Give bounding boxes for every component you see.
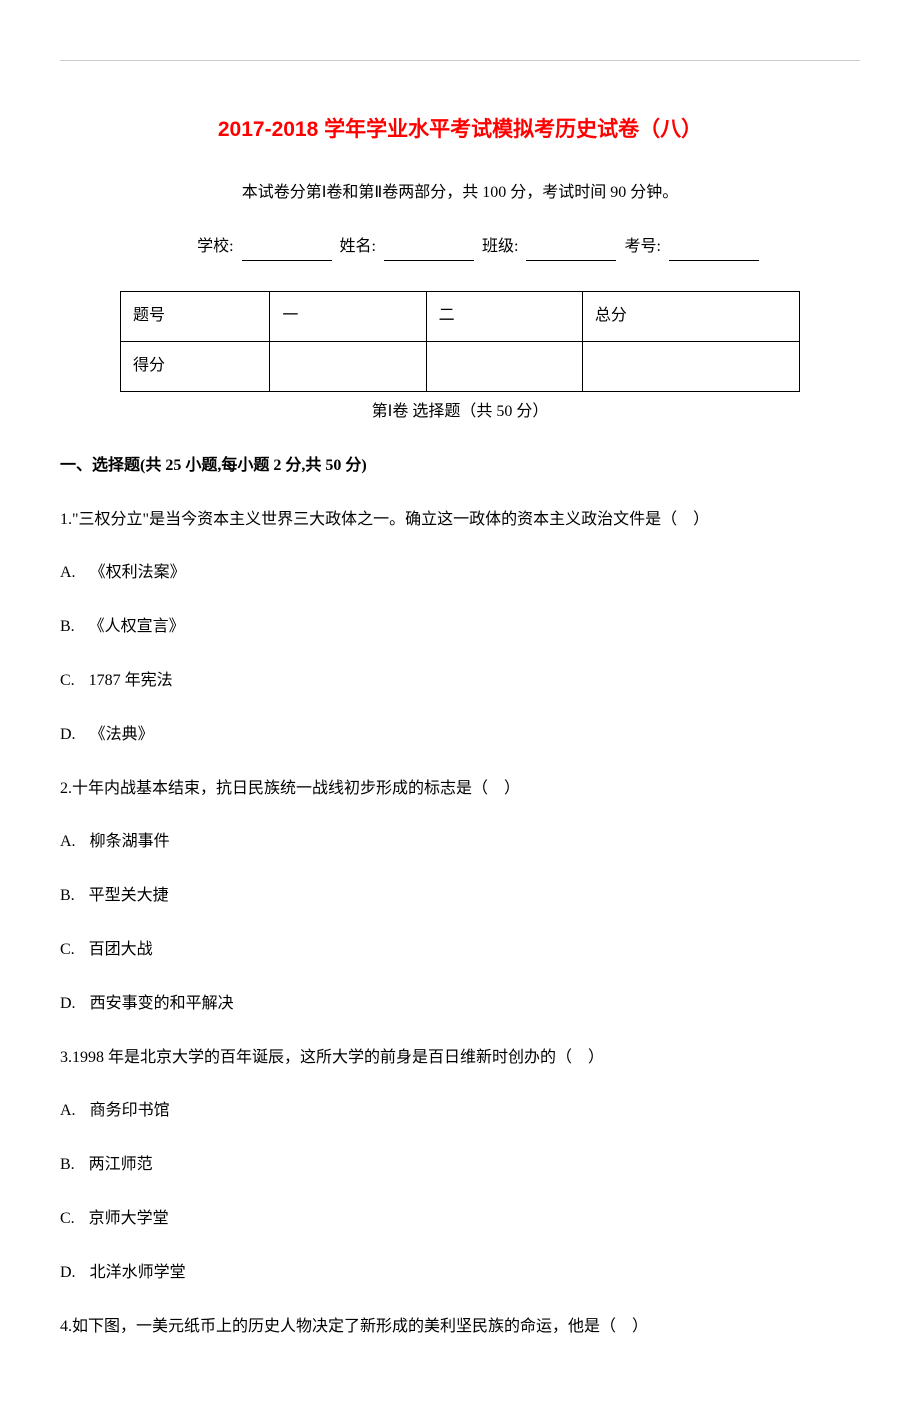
question-3-option-b[interactable]: B. 两江师范 — [60, 1151, 860, 1180]
question-3-text: 1998 年是北京大学的百年诞辰，这所大学的前身是百日维新时创办的（ ） — [72, 1049, 604, 1066]
exam-subtitle: 本试卷分第Ⅰ卷和第Ⅱ卷两部分，共 100 分，考试时间 90 分钟。 — [60, 179, 860, 208]
class-blank[interactable] — [526, 242, 616, 261]
question-1-option-d[interactable]: D. 《法典》 — [60, 721, 860, 750]
option-text: 商务印书馆 — [90, 1102, 170, 1119]
top-border — [60, 60, 860, 61]
option-label-b: B. — [60, 618, 75, 635]
option-label-b: B. — [60, 1156, 75, 1173]
school-blank[interactable] — [242, 242, 332, 261]
question-1-number: 1. — [60, 511, 72, 528]
name-label: 姓名: — [340, 238, 376, 255]
option-text: 西安事变的和平解决 — [90, 995, 234, 1012]
option-label-c: C. — [60, 672, 75, 689]
question-3-option-d[interactable]: D. 北洋水师学堂 — [60, 1259, 860, 1288]
question-2-option-b[interactable]: B. 平型关大捷 — [60, 882, 860, 911]
option-label-d: D. — [60, 1264, 76, 1281]
question-1-option-a[interactable]: A. 《权利法案》 — [60, 559, 860, 588]
score-cell-2[interactable] — [426, 342, 582, 392]
score-table: 题号 一 二 总分 得分 — [120, 291, 800, 392]
score-row-label: 得分 — [121, 342, 270, 392]
option-text: 《权利法案》 — [90, 564, 186, 581]
option-text: 京师大学堂 — [89, 1210, 169, 1227]
question-2: 2.十年内战基本结束，抗日民族统一战线初步形成的标志是（ ） — [60, 775, 860, 804]
option-text: 1787 年宪法 — [89, 672, 173, 689]
exam-id-label: 考号: — [624, 238, 660, 255]
question-1: 1."三权分立"是当今资本主义世界三大政体之一。确立这一政体的资本主义政治文件是… — [60, 506, 860, 535]
question-2-option-c[interactable]: C. 百团大战 — [60, 936, 860, 965]
option-text: 柳条湖事件 — [90, 833, 170, 850]
option-label-a: A. — [60, 564, 76, 581]
option-text: 北洋水师学堂 — [90, 1264, 186, 1281]
name-blank[interactable] — [384, 242, 474, 261]
question-3: 3.1998 年是北京大学的百年诞辰，这所大学的前身是百日维新时创办的（ ） — [60, 1044, 860, 1073]
option-text: 百团大战 — [89, 941, 153, 958]
header-cell-label: 题号 — [121, 292, 270, 342]
table-header-row: 题号 一 二 总分 — [121, 292, 800, 342]
exam-id-blank[interactable] — [669, 242, 759, 261]
option-label-d: D. — [60, 995, 76, 1012]
option-label-a: A. — [60, 1102, 76, 1119]
option-text: 《人权宣言》 — [89, 618, 185, 635]
section-a-heading: 一、选择题(共 25 小题,每小题 2 分,共 50 分) — [60, 452, 860, 481]
exam-title: 2017-2018 学年学业水平考试模拟考历史试卷（八） — [60, 111, 860, 149]
question-3-number: 3. — [60, 1049, 72, 1066]
question-2-number: 2. — [60, 780, 72, 797]
option-label-c: C. — [60, 1210, 75, 1227]
option-label-a: A. — [60, 833, 76, 850]
question-1-text: "三权分立"是当今资本主义世界三大政体之一。确立这一政体的资本主义政治文件是（ … — [72, 511, 709, 528]
question-2-text: 十年内战基本结束，抗日民族统一战线初步形成的标志是（ ） — [72, 780, 520, 797]
header-cell-total: 总分 — [582, 292, 799, 342]
score-cell-total[interactable] — [582, 342, 799, 392]
table-score-row: 得分 — [121, 342, 800, 392]
option-label-d: D. — [60, 726, 76, 743]
question-4-number: 4. — [60, 1318, 72, 1335]
question-2-option-d[interactable]: D. 西安事变的和平解决 — [60, 990, 860, 1019]
question-1-option-b[interactable]: B. 《人权宣言》 — [60, 613, 860, 642]
header-cell-2: 二 — [426, 292, 582, 342]
option-text: 平型关大捷 — [89, 887, 169, 904]
part-1-title: 第Ⅰ卷 选择题（共 50 分） — [60, 398, 860, 427]
option-text: 两江师范 — [89, 1156, 153, 1173]
header-cell-1: 一 — [270, 292, 426, 342]
question-4: 4.如下图，一美元纸币上的历史人物决定了新形成的美利坚民族的命运，他是（ ） — [60, 1313, 860, 1342]
question-3-option-a[interactable]: A. 商务印书馆 — [60, 1097, 860, 1126]
option-label-b: B. — [60, 887, 75, 904]
student-info-line: 学校: 姓名: 班级: 考号: — [60, 233, 860, 262]
option-label-c: C. — [60, 941, 75, 958]
question-3-option-c[interactable]: C. 京师大学堂 — [60, 1205, 860, 1234]
question-1-option-c[interactable]: C. 1787 年宪法 — [60, 667, 860, 696]
score-cell-1[interactable] — [270, 342, 426, 392]
school-label: 学校: — [197, 238, 233, 255]
option-text: 《法典》 — [90, 726, 154, 743]
question-4-text: 如下图，一美元纸币上的历史人物决定了新形成的美利坚民族的命运，他是（ ） — [72, 1318, 648, 1335]
question-2-option-a[interactable]: A. 柳条湖事件 — [60, 828, 860, 857]
class-label: 班级: — [482, 238, 518, 255]
